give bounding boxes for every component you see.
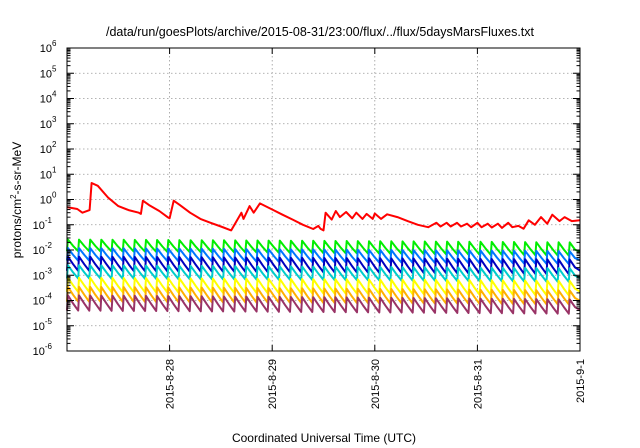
y-tick-label-base: 10 bbox=[40, 195, 52, 207]
y-axis-label-part-1: protons/cm bbox=[10, 199, 24, 258]
series-line-1 bbox=[66, 182, 581, 232]
y-tick-label: 104 bbox=[40, 90, 57, 106]
y-tick-label: 100 bbox=[40, 191, 57, 207]
y-tick-label-base: 10 bbox=[33, 346, 45, 358]
x-tick-label: 2015-8-30 bbox=[370, 359, 382, 409]
y-tick-label-base: 10 bbox=[33, 296, 45, 308]
y-tick-label: 10-3 bbox=[33, 266, 53, 282]
x-tick-label: 2015-8-31 bbox=[472, 359, 484, 409]
y-axis-label-superscript: 2 bbox=[9, 194, 18, 199]
plot-frame bbox=[66, 47, 581, 352]
y-tick-label-base: 10 bbox=[33, 220, 45, 232]
y-tick-label: 10-5 bbox=[33, 317, 53, 333]
y-tick-label: 106 bbox=[40, 39, 57, 55]
y-tick-label-exponent: -6 bbox=[45, 342, 53, 351]
y-tick-label-base: 10 bbox=[40, 43, 52, 55]
y-tick-label: 10-6 bbox=[33, 342, 53, 358]
y-tick-label-exponent: -5 bbox=[45, 317, 53, 326]
y-tick-label-exponent: 1 bbox=[52, 165, 57, 174]
y-tick-label-exponent: -4 bbox=[45, 292, 53, 301]
y-tick-label-base: 10 bbox=[40, 94, 52, 106]
y-tick-label-exponent: 4 bbox=[52, 90, 57, 99]
y-tick-label: 10-1 bbox=[33, 216, 53, 232]
series-line-8 bbox=[66, 294, 581, 315]
y-tick-label-base: 10 bbox=[40, 169, 52, 181]
y-tick-label: 105 bbox=[40, 64, 57, 80]
y-tick-label: 10-4 bbox=[33, 292, 53, 308]
y-tick-label-base: 10 bbox=[33, 245, 45, 257]
y-tick-label: 102 bbox=[40, 140, 57, 156]
y-tick-label-exponent: -2 bbox=[45, 241, 53, 250]
y-tick-label-base: 10 bbox=[33, 270, 45, 282]
y-tick-label: 103 bbox=[40, 115, 57, 131]
y-tick-label: 101 bbox=[40, 165, 57, 181]
y-tick-label-exponent: 2 bbox=[52, 140, 57, 149]
y-tick-label-exponent: -3 bbox=[45, 266, 53, 275]
y-axis-label-part-2: -s-sr-MeV bbox=[10, 142, 24, 195]
y-tick-label-exponent: 0 bbox=[52, 191, 57, 200]
series-layer bbox=[66, 182, 581, 315]
y-axis-label: protons/cm2-s-sr-MeV bbox=[9, 142, 24, 258]
x-tick-label: 2015-8-28 bbox=[165, 359, 177, 409]
y-tick-label: 10-2 bbox=[33, 241, 53, 257]
y-tick-label-exponent: 6 bbox=[52, 39, 57, 48]
x-axis-label: Coordinated Universal Time (UTC) bbox=[232, 431, 416, 445]
y-tick-label-base: 10 bbox=[40, 119, 52, 131]
y-tick-label-base: 10 bbox=[40, 68, 52, 80]
y-tick-label-exponent: 3 bbox=[52, 115, 57, 124]
x-tick-label: 2015-9-1 bbox=[575, 359, 587, 403]
x-tick-label: 2015-8-29 bbox=[267, 359, 279, 409]
y-tick-label-exponent: -1 bbox=[45, 216, 53, 225]
axes: 2015-8-28 2015-8-29 2015-8-30 2015-8-31 2015… bbox=[33, 39, 587, 409]
y-tick-label-base: 10 bbox=[33, 321, 45, 333]
y-tick-label-base: 10 bbox=[40, 144, 52, 156]
y-tick-label-exponent: 5 bbox=[52, 64, 57, 73]
chart-title: /data/run/goesPlots/archive/2015-08-31/2… bbox=[106, 25, 535, 39]
